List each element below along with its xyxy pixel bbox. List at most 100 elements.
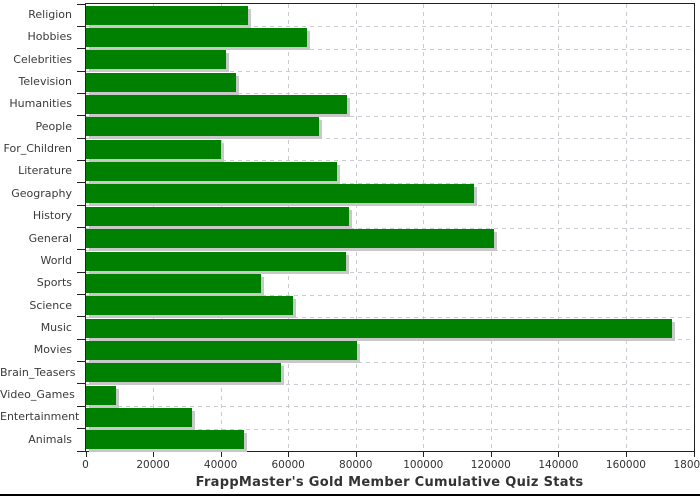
horizontal-gridline	[85, 272, 694, 274]
horizontal-gridline	[85, 339, 694, 341]
x-tick-label: 0	[82, 459, 89, 471]
category-label-brain-teasers: Brain_Teasers	[0, 365, 76, 379]
category-label-animals: Animals	[28, 432, 72, 446]
x-axis-tick	[693, 452, 695, 457]
horizontal-gridline	[85, 26, 694, 28]
y-axis-tick	[76, 361, 85, 363]
bar-science	[85, 296, 294, 316]
x-tick-label: 80000	[339, 459, 373, 471]
chart-title: FrappMaster's Gold Member Cumulative Qui…	[195, 475, 584, 490]
category-label-people: People	[35, 119, 72, 133]
x-tick-label: 60000	[271, 459, 305, 471]
x-tick-label: 160000	[605, 459, 646, 471]
y-axis-tick	[76, 249, 85, 251]
bar-humanities	[85, 95, 348, 115]
y-axis-tick	[76, 227, 85, 228]
horizontal-gridline	[85, 406, 694, 408]
bar-movies	[85, 340, 358, 360]
x-tick-label: 20000	[136, 459, 170, 471]
category-label-hobbies: Hobbies	[27, 30, 72, 44]
x-axis-tick	[558, 452, 560, 457]
bar-celebrities	[85, 50, 226, 70]
y-axis-tick	[76, 204, 85, 206]
bar-hobbies	[85, 28, 307, 48]
category-label-literature: Literature	[18, 164, 72, 178]
category-label-religion: Religion	[28, 8, 72, 21]
bar-for-children	[85, 139, 221, 159]
horizontal-gridline	[85, 316, 694, 318]
category-label-celebrities: Celebrities	[13, 52, 72, 66]
horizontal-gridline	[85, 115, 694, 117]
category-label-science: Science	[29, 298, 72, 312]
horizontal-gridline	[85, 294, 694, 296]
y-axis-tick	[76, 92, 85, 94]
y-axis-tick	[76, 450, 85, 452]
y-axis-tick	[76, 48, 85, 50]
y-axis-tick	[76, 294, 85, 296]
category-label-general: General	[28, 231, 72, 245]
y-axis-tick	[76, 159, 85, 161]
category-axis: Religion Hobbies Celebrities Television Huma…	[0, 3, 80, 452]
bar-religion	[85, 5, 248, 25]
horizontal-gridline	[85, 138, 694, 140]
plot-area	[84, 3, 695, 452]
y-axis-tick	[76, 182, 85, 184]
category-label-sports: Sports	[36, 276, 72, 290]
y-axis-tick	[76, 115, 85, 117]
horizontal-gridline	[85, 383, 694, 385]
y-axis-tick	[76, 25, 85, 27]
bar-animals	[85, 430, 245, 450]
y-axis-tick	[76, 428, 85, 430]
y-axis-tick	[76, 3, 85, 5]
category-label-entertainment: Entertainment	[0, 410, 80, 424]
horizontal-gridline	[85, 182, 694, 184]
bottom-rule	[0, 494, 700, 496]
y-axis-tick	[76, 338, 85, 340]
category-label-humanities: Humanities	[9, 97, 72, 111]
bar-music	[85, 318, 672, 338]
x-tick-label: 40000	[203, 459, 238, 471]
y-axis-tick	[76, 383, 85, 385]
bar-sports	[85, 273, 262, 293]
category-label-music: Music	[40, 320, 72, 334]
bar-video-games	[85, 385, 116, 405]
category-label-world: World	[40, 253, 72, 267]
x-tick-label: 140000	[538, 459, 579, 471]
category-label-movies: Movies	[33, 343, 72, 357]
y-axis-tick	[76, 316, 85, 318]
bar-entertainment	[85, 407, 192, 427]
horizontal-gridline	[85, 361, 694, 363]
bar-general	[85, 229, 495, 249]
y-axis-tick	[76, 137, 85, 139]
horizontal-gridline	[85, 93, 694, 95]
x-axis-tick	[490, 452, 492, 457]
y-axis-tick	[76, 271, 85, 273]
horizontal-gridline	[85, 205, 694, 207]
bar-brain-teasers	[85, 363, 282, 383]
x-axis-tick	[153, 452, 155, 457]
bar-history	[85, 206, 349, 226]
category-label-television: Television	[18, 75, 73, 89]
x-tick-label: 100000	[403, 459, 444, 471]
horizontal-gridline	[85, 160, 694, 162]
x-axis-tick	[625, 452, 627, 457]
bar-people	[85, 117, 319, 137]
horizontal-gridline	[85, 227, 694, 229]
bar-world	[85, 251, 346, 271]
horizontal-gridline	[85, 249, 694, 251]
horizontal-gridline	[85, 428, 694, 430]
x-axis-tick	[355, 452, 357, 457]
x-axis-tick	[288, 452, 290, 457]
bar-literature	[85, 162, 338, 182]
category-label-history: History	[32, 209, 72, 223]
category-label-video-games: Video_Games	[0, 387, 75, 401]
x-axis-tick	[220, 452, 222, 457]
horizontal-gridline	[85, 71, 694, 73]
category-label-geography: Geography	[11, 186, 72, 200]
x-tick-label: 180000	[673, 459, 700, 471]
x-axis-tick	[85, 452, 87, 457]
bar-geography	[85, 184, 474, 204]
y-axis-tick	[76, 70, 85, 72]
x-tick-label: 120000	[470, 459, 511, 471]
y-axis-tick	[76, 405, 85, 407]
